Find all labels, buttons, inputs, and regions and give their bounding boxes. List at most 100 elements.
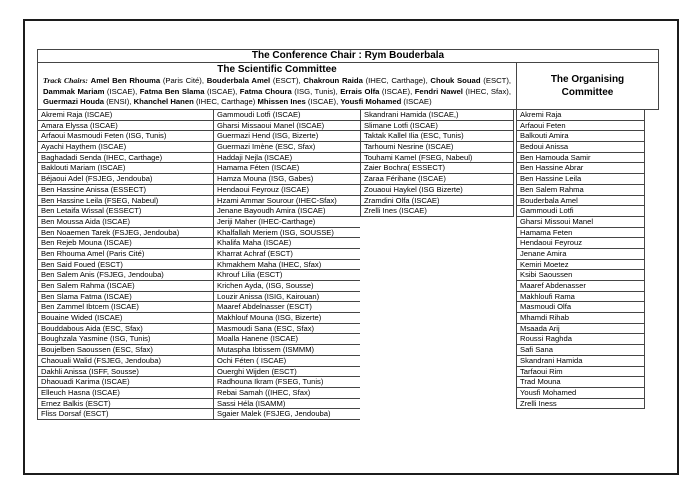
scientific-member: Jenane Bayoudh Amira (ISCAE) <box>214 206 360 217</box>
track-chair-name: Khanchel Hanen <box>133 97 194 107</box>
scientific-member: Gammoudi Lotfi (ISCAE) <box>214 110 360 121</box>
track-chair-name: Chouk Souad <box>430 76 481 85</box>
scientific-committee-title: The Scientific Committee <box>217 64 337 75</box>
scientific-members-column-1: Akremi Raja (ISCAE) Amara Elyssa (ISCAE) A… <box>37 110 213 420</box>
track-chair-name: Errais Olfa <box>340 86 380 96</box>
scientific-member: Radhouna Ikram (FSEG, Tunis) <box>214 377 360 388</box>
scientific-member: Ben Moussa Aida (ISCAE) <box>38 217 213 228</box>
track-chair-name: Dammak Mariam <box>43 86 105 96</box>
scientific-member: Khmakhem Maha (IHEC, Sfax) <box>214 260 360 271</box>
scientific-member: Zouaoui Haykel (ISG Bizerte) <box>361 185 513 196</box>
organising-member: Bedoui Anissa <box>517 142 644 153</box>
scientific-member: Makhlouf Mouna (ISG, Bizerte) <box>214 313 360 324</box>
organising-member: Msaada Arij <box>517 324 644 335</box>
organising-member: Skandrani Hamida <box>517 356 644 367</box>
organising-member: Gammoudi Lotfi <box>517 206 644 217</box>
scientific-member: Ben Rhouma Amel (Paris Cité) <box>38 249 213 260</box>
scientific-member: Ben Noaemen Tarek (FSJEG, Jendouba) <box>38 228 213 239</box>
organising-member: Ben Hassine Leila <box>517 174 644 185</box>
scientific-member: Dhaouadi Karima (ISCAE) <box>38 377 213 388</box>
organising-member: Ben Hassine Abrar <box>517 163 644 175</box>
scientific-member: Khalifa Maha (ISCAE) <box>214 238 360 249</box>
scientific-member: Guermazi Hend (ISG, Bizerte) <box>214 131 360 143</box>
organising-member: Roussi Raghda <box>517 334 644 346</box>
track-chairs-paragraph: Track Chairs: Amel Ben Rhouma (Paris Cit… <box>38 76 516 108</box>
scientific-member: Hamama Féten (ISCAE) <box>214 163 360 175</box>
scientific-member: Zaier Bochra( ESSECT) <box>361 163 513 175</box>
scientific-member: Ernez Balkis (ESCT) <box>38 399 213 410</box>
organising-member: Masmoudi Olfa <box>517 302 644 314</box>
scientific-member: Zaraa Férihane (ISCAE) <box>361 174 513 185</box>
scientific-member: Amara Elyssa (ISCAE) <box>38 121 213 132</box>
scientific-member: Louzir Anissa (ISIG, Kairouan) <box>214 292 360 303</box>
track-chair-name: Chakroun Raida <box>303 76 363 85</box>
scientific-member: Ben Zammel Ibtcem (ISCAE) <box>38 302 213 314</box>
scientific-member: Bouddabous Aida (ESC, Sfax) <box>38 324 213 335</box>
organising-member: Zrelli Iness <box>517 399 644 410</box>
organising-committee-title-line1: The Organising <box>550 73 625 85</box>
organising-members-column: Akremi Raja Arfaoui Feten Balkouti Amira Be… <box>516 110 645 410</box>
organising-member: Mhamdi Rihab <box>517 313 644 324</box>
scientific-member: Béjaoui Adel (FSJEG, Jendouba) <box>38 174 213 185</box>
organising-member: Makhloufi Rama <box>517 292 644 303</box>
scientific-member: Akremi Raja (ISCAE) <box>38 110 213 121</box>
scientific-member: Sassi Héla (ISAMM) <box>214 399 360 410</box>
track-chair-name: Mhissen Ines <box>257 97 306 107</box>
page-border <box>23 19 679 475</box>
scientific-member: Zrelli Ines (ISCAE) <box>361 206 513 217</box>
track-chair-name: Guermazi Houda <box>43 97 105 107</box>
scientific-member: Hzami Ammar Sourour (IHEC-Sfax) <box>214 196 360 207</box>
scientific-member: Kharrat Achraf (ESCT) <box>214 249 360 260</box>
organising-member: Kemiri Moetez <box>517 260 644 271</box>
organising-member: Balkouti Amira <box>517 131 644 143</box>
scientific-member: Zramdini Olfa (ISCAE) <box>361 196 513 207</box>
scientific-member: Khalfallah Meriem (ISG, SOUSSE) <box>214 228 360 239</box>
scientific-member: Ayachi Haythem (ISCAE) <box>38 142 213 153</box>
organising-member: Bouderbala Amel <box>517 196 644 207</box>
organising-member: Arfaoui Feten <box>517 121 644 132</box>
organising-committee-title-line2: Committee <box>561 87 614 98</box>
scientific-member: Baghadadi Senda (IHEC, Carthage) <box>38 153 213 164</box>
scientific-member: Ben Slama Fatma (ISCAE) <box>38 292 213 303</box>
organising-member: Maaref Abdenasser <box>517 281 644 292</box>
track-chair-name: Fatma Ben Slama <box>139 86 205 96</box>
scientific-member: Ben Hassine Leila (FSEG, Nabeul) <box>38 196 213 207</box>
scientific-member: Guermazi Imène (ESC, Sfax) <box>214 142 360 153</box>
scientific-committee-header: The Scientific Committee Track Chairs: A… <box>38 63 517 109</box>
organising-member: Akremi Raja <box>517 110 644 121</box>
scientific-member: Baklouti Mariam (ISCAE) <box>38 163 213 175</box>
scientific-member: Ben Salem Anis (FSJEG, Jendouba) <box>38 270 213 281</box>
organising-member: Hendaoui Feyrouz <box>517 238 644 249</box>
scientific-members-column-2: Gammoudi Lotfi (ISCAE) Gharsi Missaoui Ma… <box>213 110 360 420</box>
scientific-member: Khrouf Lilia (ESCT) <box>214 270 360 281</box>
scientific-member: Haddaji Nejla (ISCAE) <box>214 153 360 164</box>
track-chairs-list: Amel Ben Rhouma (Paris Cité), Bouderbala… <box>43 76 512 107</box>
organising-member: Safi Sana <box>517 345 644 356</box>
scientific-member: Hamza Mouna (ISG, Gabes) <box>214 174 360 185</box>
committee-header-row: The Scientific Committee Track Chairs: A… <box>37 63 659 110</box>
scientific-member: Elleuch Hasna (ISCAE) <box>38 388 213 399</box>
scientific-member: Ouerghi Wijden (ESCT) <box>214 367 360 378</box>
scientific-member: Gharsi Missaoui Manel (ISCAE) <box>214 121 360 132</box>
scientific-member: Krichen Ayda, (ISG, Sousse) <box>214 281 360 292</box>
scientific-member: Dakhli Anissa (ISFF, Sousse) <box>38 367 213 378</box>
scientific-member: Arfaoui Masmoudi Feten (ISG, Tunis) <box>38 131 213 143</box>
track-chair-name: Fatma Choura <box>239 86 292 96</box>
scientific-member: Boughzala Yasmine (ISG, Tunis) <box>38 334 213 346</box>
organising-member: Ben Hamouda Samir <box>517 153 644 164</box>
scientific-members-column-3: Skandrani Hamida (ISCAE,) Slimane Lotfi (… <box>360 110 514 217</box>
scientific-member: Masmoudi Sana (ESC, Sfax) <box>214 324 360 335</box>
scientific-member: Fliss Dorsaf (ESCT) <box>38 409 213 420</box>
track-chair-name: Amel Ben Rhouma <box>90 76 161 85</box>
scientific-member: Tarhoumi Nesrine (ISCAE) <box>361 142 513 153</box>
track-chair-name: Bouderbala Amel <box>206 76 271 85</box>
conference-chair-title: The Conference Chair : Rym Bouderbala <box>37 49 659 63</box>
scientific-member: Ochi Féten ( ISCAE) <box>214 356 360 367</box>
organising-member: Tarfaoui Rim <box>517 367 644 378</box>
organising-member: Yousfi Mohamed <box>517 388 644 399</box>
organising-member: Trad Mouna <box>517 377 644 388</box>
scientific-member: Chaouali Walid (FSJEG, Jendouba) <box>38 356 213 367</box>
organising-member: Hamama Feten <box>517 228 644 239</box>
track-chairs-label: Track Chairs: <box>43 76 88 85</box>
